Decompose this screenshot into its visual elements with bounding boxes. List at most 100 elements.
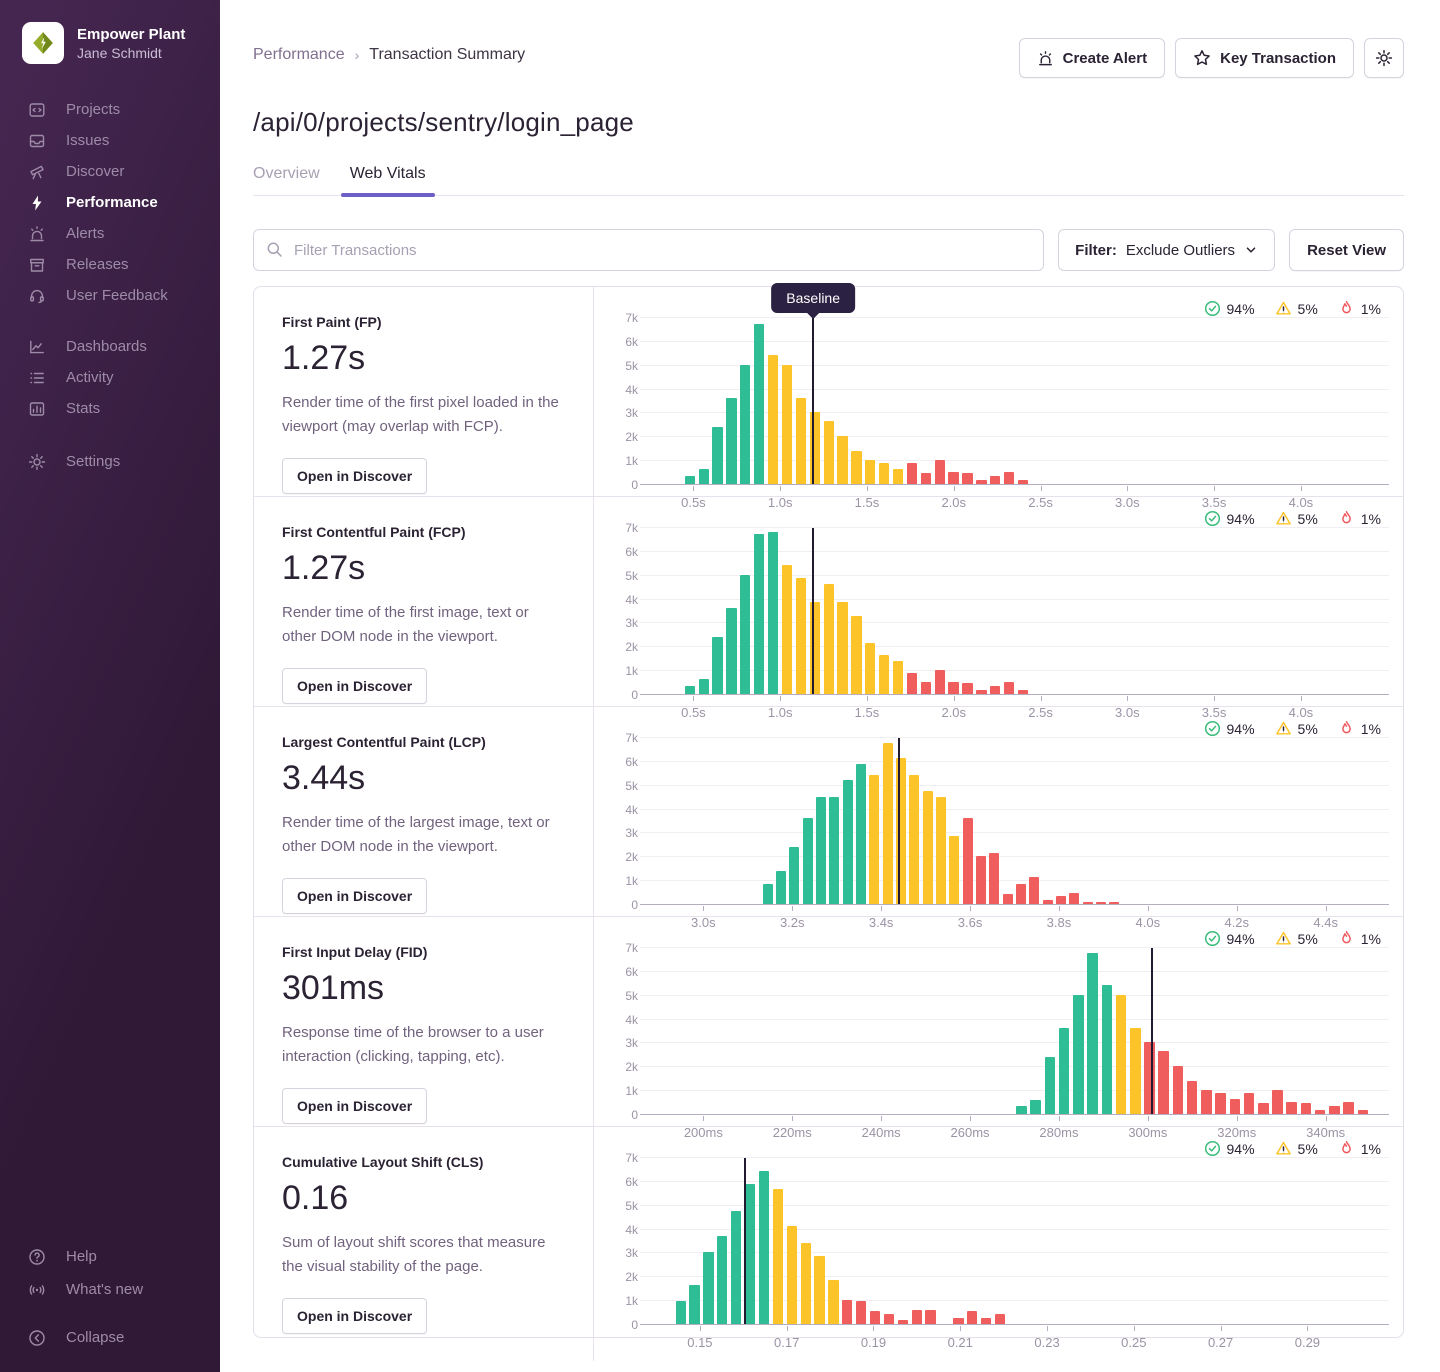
gridline — [640, 1204, 1389, 1206]
poor-badge: 1% — [1338, 930, 1381, 947]
key-transaction-button[interactable]: Key Transaction — [1175, 38, 1354, 78]
sidebar-item-alerts[interactable]: Alerts — [0, 218, 220, 249]
y-axis-label: 2k — [625, 1270, 638, 1285]
gridline — [640, 460, 1389, 462]
sidebar-item-settings[interactable]: Settings — [0, 446, 220, 477]
fire-icon — [1341, 930, 1351, 944]
tab-overview[interactable]: Overview — [253, 165, 320, 182]
main-content: Performance › Transaction Summary Create… — [220, 0, 1440, 1361]
tab-web-vitals[interactable]: Web Vitals — [340, 165, 435, 197]
poor-badge: 1% — [1338, 1140, 1381, 1157]
y-axis-label: 1k — [625, 664, 638, 679]
user-name: Jane Schmidt — [77, 44, 162, 61]
sidebar-item-releases[interactable]: Releases — [0, 249, 220, 280]
sidebar-item-collapse[interactable]: Collapse — [0, 1321, 220, 1354]
histogram-bar — [879, 654, 890, 694]
x-axis-tick — [703, 906, 705, 911]
histogram-bar — [1082, 901, 1093, 904]
open-in-discover-button[interactable]: Open in Discover — [282, 1298, 428, 1334]
x-axis-label: 0.5s — [681, 495, 706, 510]
histogram-bar — [911, 1309, 922, 1324]
good-badge: 94% — [1204, 1140, 1255, 1157]
histogram-bar — [740, 364, 751, 484]
histogram-bar — [1186, 1080, 1198, 1114]
x-axis-label: 0.25 — [1121, 1335, 1147, 1350]
histogram-bar — [684, 475, 695, 484]
histogram-bar — [1096, 901, 1106, 904]
histogram-bar — [789, 846, 800, 904]
settings-button[interactable] — [1364, 38, 1404, 78]
x-axis-label: 320ms — [1217, 1125, 1257, 1140]
histogram-bar — [772, 1189, 783, 1324]
gridline — [640, 1276, 1389, 1278]
warning-triangle-icon — [1275, 1141, 1291, 1155]
histogram-bar — [823, 584, 834, 694]
sidebar-item-stats[interactable]: Stats — [0, 393, 220, 424]
y-axis-label: 3k — [625, 1246, 638, 1261]
sidebar-item-help[interactable]: Help — [0, 1240, 220, 1273]
y-axis-label: 4k — [625, 1222, 638, 1237]
open-in-discover-button[interactable]: Open in Discover — [282, 668, 428, 704]
baseline-line — [812, 528, 815, 695]
open-in-discover-button[interactable]: Open in Discover — [282, 1088, 428, 1124]
y-axis-label: 6k — [625, 964, 638, 979]
x-axis-label: 220ms — [772, 1125, 812, 1140]
broadcast-icon — [28, 1281, 46, 1299]
filter-transactions-input[interactable] — [253, 229, 1045, 271]
histogram-plot: 0 1k 2k 3k 4k 5k 6k 7k 3.0s 3.2s 3.4s 3.6s 3.8s 4.0s 4… — [625, 731, 1389, 930]
x-axis-tick — [1214, 486, 1216, 491]
histogram-bar — [948, 472, 959, 484]
sidebar-item-whats-new[interactable]: What's new — [0, 1273, 220, 1306]
chevron-right-icon: › — [354, 47, 360, 63]
reset-view-button[interactable]: Reset View — [1289, 229, 1404, 271]
sidebar-item-projects[interactable]: Projects — [0, 94, 220, 125]
x-axis-label: 200ms — [683, 1125, 723, 1140]
meh-badge: 5% — [1275, 300, 1318, 317]
histogram-bar — [882, 742, 893, 904]
create-alert-button[interactable]: Create Alert — [1018, 38, 1166, 78]
gridline — [640, 1300, 1389, 1302]
vital-row-fp: First Paint (FP) 1.27s Render time of th… — [254, 283, 1403, 521]
gridline — [640, 737, 1389, 738]
histogram-bar — [712, 636, 723, 694]
gridline — [640, 646, 1389, 648]
histogram-bar — [786, 1226, 797, 1324]
threshold-badges: 94% 5% 1% — [1204, 510, 1381, 527]
histogram-bar — [726, 398, 737, 484]
histogram-bar — [934, 670, 945, 694]
meh-badge: 5% — [1275, 720, 1318, 737]
x-axis-tick — [1220, 1326, 1222, 1331]
sidebar-item-user-feedback[interactable]: User Feedback — [0, 280, 220, 311]
gridline — [640, 880, 1389, 882]
x-axis-label: 300ms — [1128, 1125, 1168, 1140]
sidebar-item-performance[interactable]: Performance — [0, 187, 220, 218]
breadcrumb-performance[interactable]: Performance — [253, 46, 345, 63]
gridline — [640, 527, 1389, 528]
x-axis-tick — [970, 1116, 972, 1121]
filter-row: Filter: Exclude Outliers Reset View — [253, 229, 1404, 271]
open-in-discover-button[interactable]: Open in Discover — [282, 878, 428, 914]
outliers-filter-dropdown[interactable]: Filter: Exclude Outliers — [1058, 229, 1276, 271]
org-switcher[interactable]: Empower Plant Jane Schmidt — [0, 0, 220, 64]
y-axis-label: 6k — [625, 334, 638, 349]
x-axis-tick — [953, 696, 955, 701]
histogram-bar — [883, 1314, 895, 1324]
check-circle-icon — [1204, 720, 1220, 737]
sidebar-item-activity[interactable]: Activity — [0, 362, 220, 393]
histogram-bar — [1258, 1103, 1269, 1114]
x-axis-label: 260ms — [950, 1125, 990, 1140]
sidebar-item-issues[interactable]: Issues — [0, 125, 220, 156]
open-in-discover-button[interactable]: Open in Discover — [282, 458, 428, 494]
warning-triangle-icon — [1275, 511, 1291, 525]
gridline — [640, 340, 1389, 342]
x-axis-tick — [881, 906, 883, 911]
histogram-bar — [1016, 883, 1026, 904]
gridline — [640, 364, 1389, 366]
vital-name: First Input Delay (FID) — [282, 944, 428, 960]
sidebar-item-discover[interactable]: Discover — [0, 156, 220, 187]
histogram-bar — [1343, 1102, 1354, 1114]
y-axis-label: 5k — [625, 988, 638, 1003]
settings-gear-icon — [28, 453, 46, 471]
sidebar-item-dashboards[interactable]: Dashboards — [0, 331, 220, 362]
x-axis-tick — [1307, 1326, 1309, 1331]
